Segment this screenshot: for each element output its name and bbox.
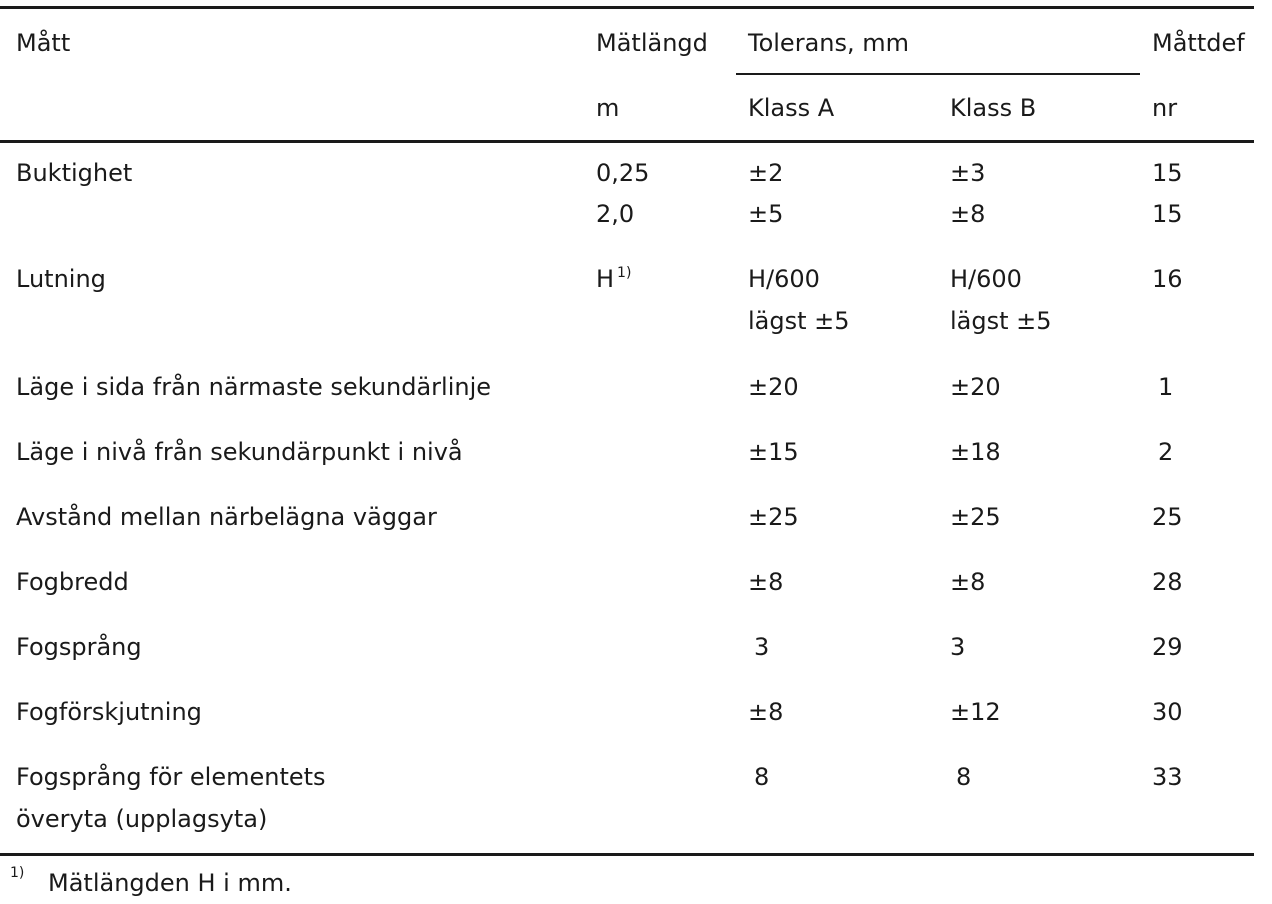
row-buktighet-klass-a-2: ±5 [748, 200, 784, 228]
row-fogsprang-nr: 29 [1152, 633, 1183, 661]
row-lage-sida-matt: Läge i sida från närmaste sekundärlinje [16, 373, 492, 401]
row-buktighet-klass-b-1: ±3 [950, 159, 986, 187]
row-fogsprang-overyta-nr: 33 [1152, 763, 1183, 791]
row-fogforskjutning-nr: 30 [1152, 698, 1183, 726]
row-lutning-matlangd-value: H [596, 265, 615, 293]
row-lage-niva-matt: Läge i nivå från sekundärpunkt i nivå [16, 438, 463, 466]
row-lutning-klass-a-min: lägst ±5 [748, 307, 850, 335]
row-lage-sida-klass-b: ±20 [950, 373, 1001, 401]
row-avstand-klass-b: ±25 [950, 503, 1001, 531]
row-fogsprang-overyta-matt: Fogsprång för elementets [16, 763, 326, 791]
row-fogsprang-klass-b: 3 [950, 633, 966, 661]
header-matlangd-unit: m [596, 94, 620, 122]
footnote-ref: 1) [617, 265, 632, 281]
row-fogforskjutning-klass-a: ±8 [748, 698, 784, 726]
row-lutning-klass-b: H/600 [950, 265, 1022, 293]
row-fogbredd-klass-b: ±8 [950, 568, 986, 596]
header-bottom-rule [0, 140, 1254, 143]
row-buktighet-matlangd-2: 2,0 [596, 200, 635, 228]
row-avstand-nr: 25 [1152, 503, 1183, 531]
row-lutning-klass-b-min: lägst ±5 [950, 307, 1052, 335]
row-buktighet-matt: Buktighet [16, 159, 133, 187]
row-fogsprang-overyta-klass-b: 8 [956, 763, 972, 791]
footnote-text: Mätlängden H i mm. [48, 869, 292, 897]
row-fogbredd-matt: Fogbredd [16, 568, 129, 596]
row-avstand-klass-a: ±25 [748, 503, 799, 531]
row-fogbredd-nr: 28 [1152, 568, 1183, 596]
header-tolerans: Tolerans, mm [748, 29, 910, 57]
row-buktighet-matlangd-1: 0,25 [596, 159, 650, 187]
table-bottom-rule [0, 853, 1254, 856]
row-lutning-matt: Lutning [16, 265, 106, 293]
row-buktighet-klass-b-2: ±8 [950, 200, 986, 228]
row-lutning-nr: 16 [1152, 265, 1183, 293]
row-fogbredd-klass-a: ±8 [748, 568, 784, 596]
row-fogsprang-overyta-matt-2: överyta (upplagsyta) [16, 805, 268, 833]
header-klass-b: Klass B [950, 94, 1037, 122]
row-lutning-matlangd: H 1) [596, 264, 631, 294]
table-top-rule [0, 6, 1254, 9]
row-buktighet-klass-a-1: ±2 [748, 159, 784, 187]
row-buktighet-nr-1: 15 [1152, 159, 1183, 187]
row-fogforskjutning-klass-b: ±12 [950, 698, 1001, 726]
row-lage-niva-klass-a: ±15 [748, 438, 799, 466]
header-mattdef-unit: nr [1152, 94, 1178, 122]
row-fogsprang-matt: Fogsprång [16, 633, 142, 661]
row-lage-niva-nr: 2 [1158, 438, 1174, 466]
footnote: 1) Mätlängden H i mm. [10, 865, 292, 898]
row-buktighet-nr-2: 15 [1152, 200, 1183, 228]
header-klass-a: Klass A [748, 94, 835, 122]
row-avstand-matt: Avstånd mellan närbelägna väggar [16, 503, 437, 531]
row-lage-sida-klass-a: ±20 [748, 373, 799, 401]
header-matlangd: Mätlängd [596, 29, 708, 57]
row-fogforskjutning-matt: Fogförskjutning [16, 698, 202, 726]
tolerans-group-rule [736, 73, 1140, 75]
header-matt: Mått [16, 29, 71, 57]
row-fogsprang-overyta-klass-a: 8 [754, 763, 770, 791]
footnote-marker: 1) [10, 865, 25, 881]
row-lage-niva-klass-b: ±18 [950, 438, 1001, 466]
row-lage-sida-nr: 1 [1158, 373, 1174, 401]
row-fogsprang-klass-a: 3 [754, 633, 770, 661]
row-lutning-klass-a: H/600 [748, 265, 820, 293]
header-mattdef: Måttdef [1152, 29, 1245, 57]
